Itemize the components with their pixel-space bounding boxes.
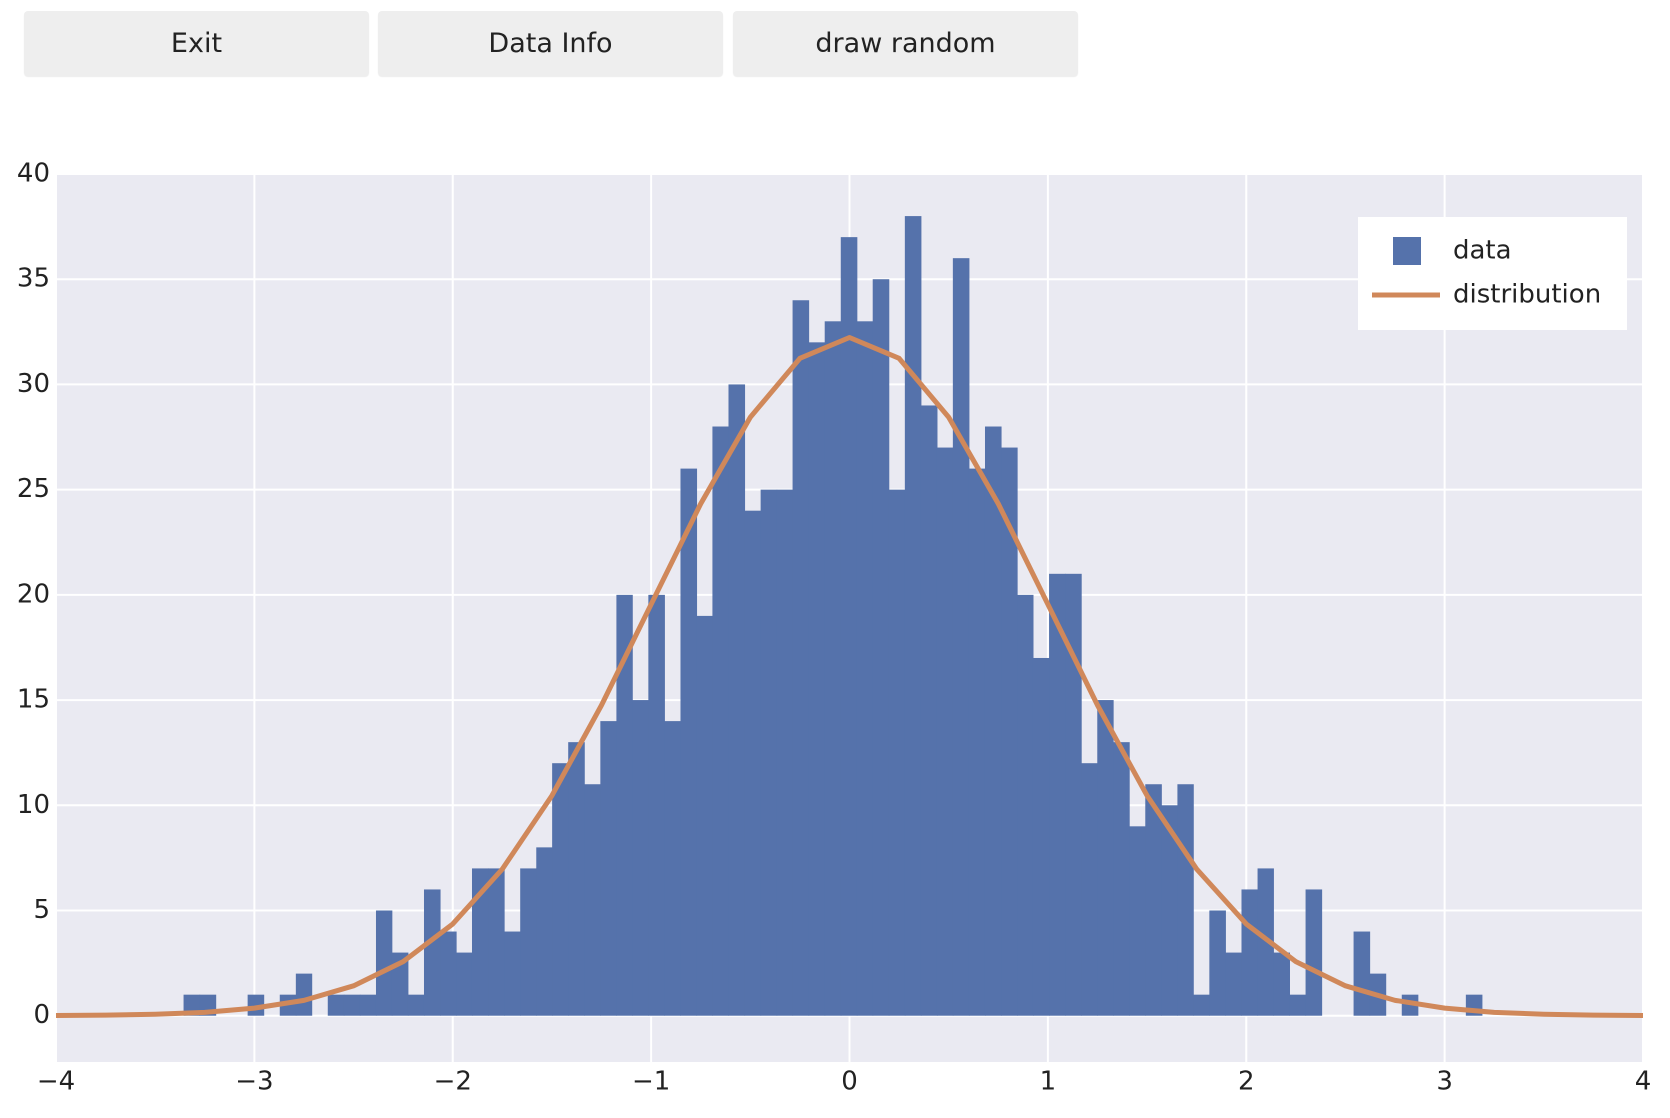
bar	[1129, 826, 1146, 1016]
bar	[456, 952, 473, 1016]
x-tick-label: 0	[841, 1067, 858, 1097]
legend-swatch	[1393, 237, 1421, 265]
bar	[1032, 657, 1050, 1016]
legend-label: distribution	[1453, 280, 1601, 310]
bar	[407, 994, 425, 1016]
bar	[952, 258, 970, 1016]
data-info-button[interactable]: Data Info	[378, 11, 723, 76]
bar	[504, 931, 521, 1016]
bar	[343, 994, 361, 1016]
x-tick-label: −4	[37, 1067, 75, 1097]
bar	[584, 784, 601, 1016]
bar	[295, 973, 313, 1016]
bar	[632, 700, 649, 1016]
bar	[1017, 594, 1034, 1016]
y-tick-label: 25	[17, 474, 50, 504]
bar	[1273, 952, 1290, 1016]
y-tick-label: 5	[33, 895, 50, 925]
bar	[359, 994, 377, 1016]
bar	[327, 994, 345, 1016]
y-tick-label: 30	[17, 369, 50, 399]
x-tick-label: 2	[1238, 1067, 1255, 1097]
legend: data distribution	[1358, 217, 1627, 330]
bar	[488, 868, 505, 1016]
y-tick-label: 0	[33, 1000, 50, 1030]
bar	[984, 426, 1002, 1016]
legend-label: data	[1453, 236, 1512, 266]
bar	[1257, 868, 1274, 1016]
bar	[920, 405, 938, 1016]
bar	[1145, 784, 1162, 1016]
bar	[760, 489, 778, 1016]
bar	[904, 216, 922, 1016]
bar	[888, 489, 906, 1016]
bar	[680, 468, 698, 1016]
x-tick-label: 4	[1635, 1067, 1652, 1097]
bar	[1081, 763, 1098, 1016]
bar	[440, 931, 457, 1016]
bar	[616, 594, 633, 1016]
bar	[600, 721, 617, 1016]
legend-box	[1358, 217, 1627, 330]
bar	[552, 763, 569, 1016]
draw-random-button[interactable]: draw random	[733, 11, 1078, 76]
distribution-line	[55, 335, 1644, 1018]
x-tick-label: 1	[1040, 1067, 1057, 1097]
bar	[1113, 742, 1130, 1016]
bar	[520, 868, 537, 1016]
bar	[1225, 952, 1242, 1016]
bar	[391, 952, 409, 1016]
x-tick-label: 3	[1436, 1067, 1453, 1097]
bar	[1209, 910, 1226, 1016]
bar	[776, 489, 794, 1016]
x-tick-label: −3	[235, 1067, 273, 1097]
bar	[536, 847, 553, 1016]
bar	[1353, 931, 1371, 1016]
y-tick-label: 10	[17, 790, 50, 820]
bar	[1177, 784, 1194, 1016]
bar	[808, 342, 826, 1016]
y-tick-label: 35	[17, 264, 50, 294]
bar	[744, 510, 762, 1016]
bar	[824, 321, 842, 1016]
bar	[423, 889, 441, 1016]
bar	[1001, 447, 1018, 1016]
bar	[471, 868, 489, 1016]
bar	[792, 300, 810, 1016]
bar	[856, 321, 874, 1016]
bar	[936, 447, 954, 1016]
bar	[568, 742, 585, 1016]
bar	[1065, 573, 1082, 1016]
bar	[1049, 573, 1066, 1016]
bar	[1241, 889, 1259, 1016]
bar	[968, 468, 986, 1016]
x-tick-label: −1	[632, 1067, 670, 1097]
y-tick-label: 40	[17, 159, 50, 189]
bar	[1289, 994, 1307, 1016]
bar	[696, 615, 713, 1016]
bar	[375, 910, 393, 1016]
y-tick-label: 20	[17, 579, 50, 609]
bar	[1193, 994, 1210, 1016]
bar	[1097, 700, 1114, 1016]
exit-button[interactable]: Exit	[24, 11, 369, 76]
bar	[728, 384, 746, 1016]
y-tick-label: 15	[17, 685, 50, 715]
bar	[872, 279, 890, 1016]
bar	[712, 426, 729, 1016]
bar	[840, 237, 858, 1016]
bar	[648, 594, 665, 1016]
bar	[1305, 889, 1323, 1016]
bar	[664, 721, 681, 1016]
x-tick-label: −2	[434, 1067, 472, 1097]
bar	[1161, 805, 1178, 1016]
